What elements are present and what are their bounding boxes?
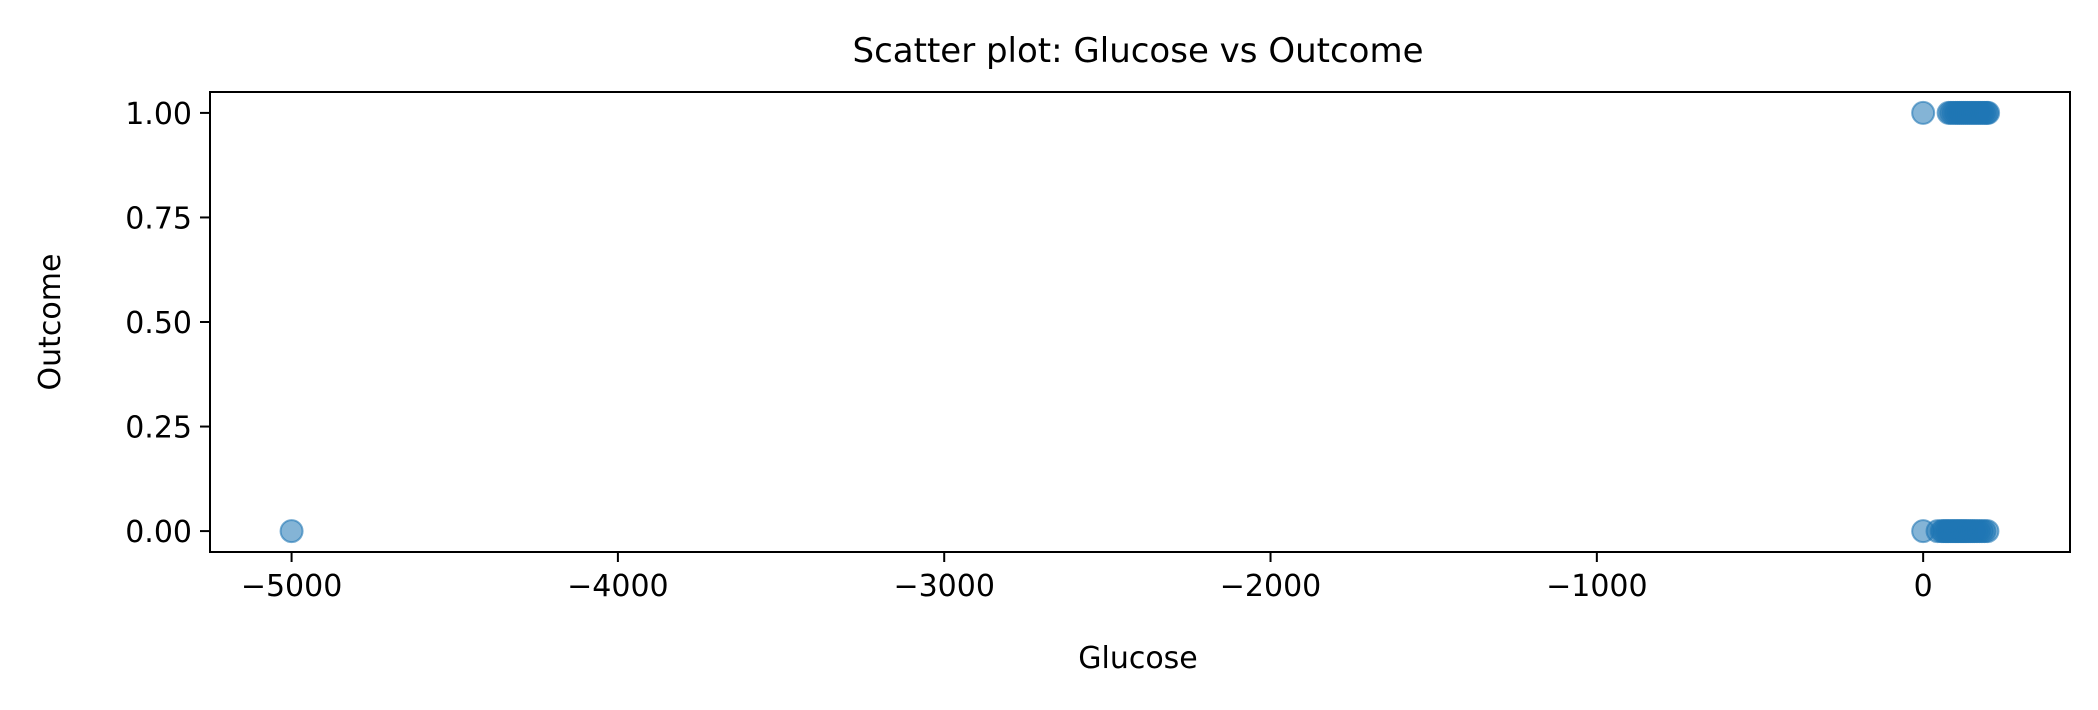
data-point (1911, 100, 1936, 125)
x-tick-label: −5000 (241, 569, 342, 604)
x-tick-label: 0 (1914, 569, 1933, 604)
chart-title: Scatter plot: Glucose vs Outcome (853, 31, 1424, 71)
y-tick-label: 0.50 (125, 306, 192, 341)
plot-frame (209, 91, 2071, 553)
x-tick-label: −1000 (1546, 569, 1647, 604)
y-tick-label: 0.25 (125, 411, 192, 446)
x-tick-label: −3000 (893, 569, 994, 604)
x-tick-label: −4000 (567, 569, 668, 604)
y-axis-label: Outcome (33, 254, 68, 391)
data-point (1976, 100, 2001, 125)
x-tick-label: −2000 (1220, 569, 1321, 604)
plot-area (279, 100, 2001, 544)
y-tick-label: 0.00 (125, 515, 192, 550)
y-axis: 0.00 0.25 0.50 0.75 1.00 (125, 97, 210, 550)
y-tick-label: 0.75 (125, 201, 192, 236)
x-axis: −5000 −4000 −3000 −2000 −1000 0 (241, 552, 1933, 604)
y-tick-label: 1.00 (125, 97, 192, 132)
data-point (1975, 519, 2000, 544)
data-point (279, 519, 304, 544)
x-axis-label: Glucose (1078, 641, 1198, 676)
